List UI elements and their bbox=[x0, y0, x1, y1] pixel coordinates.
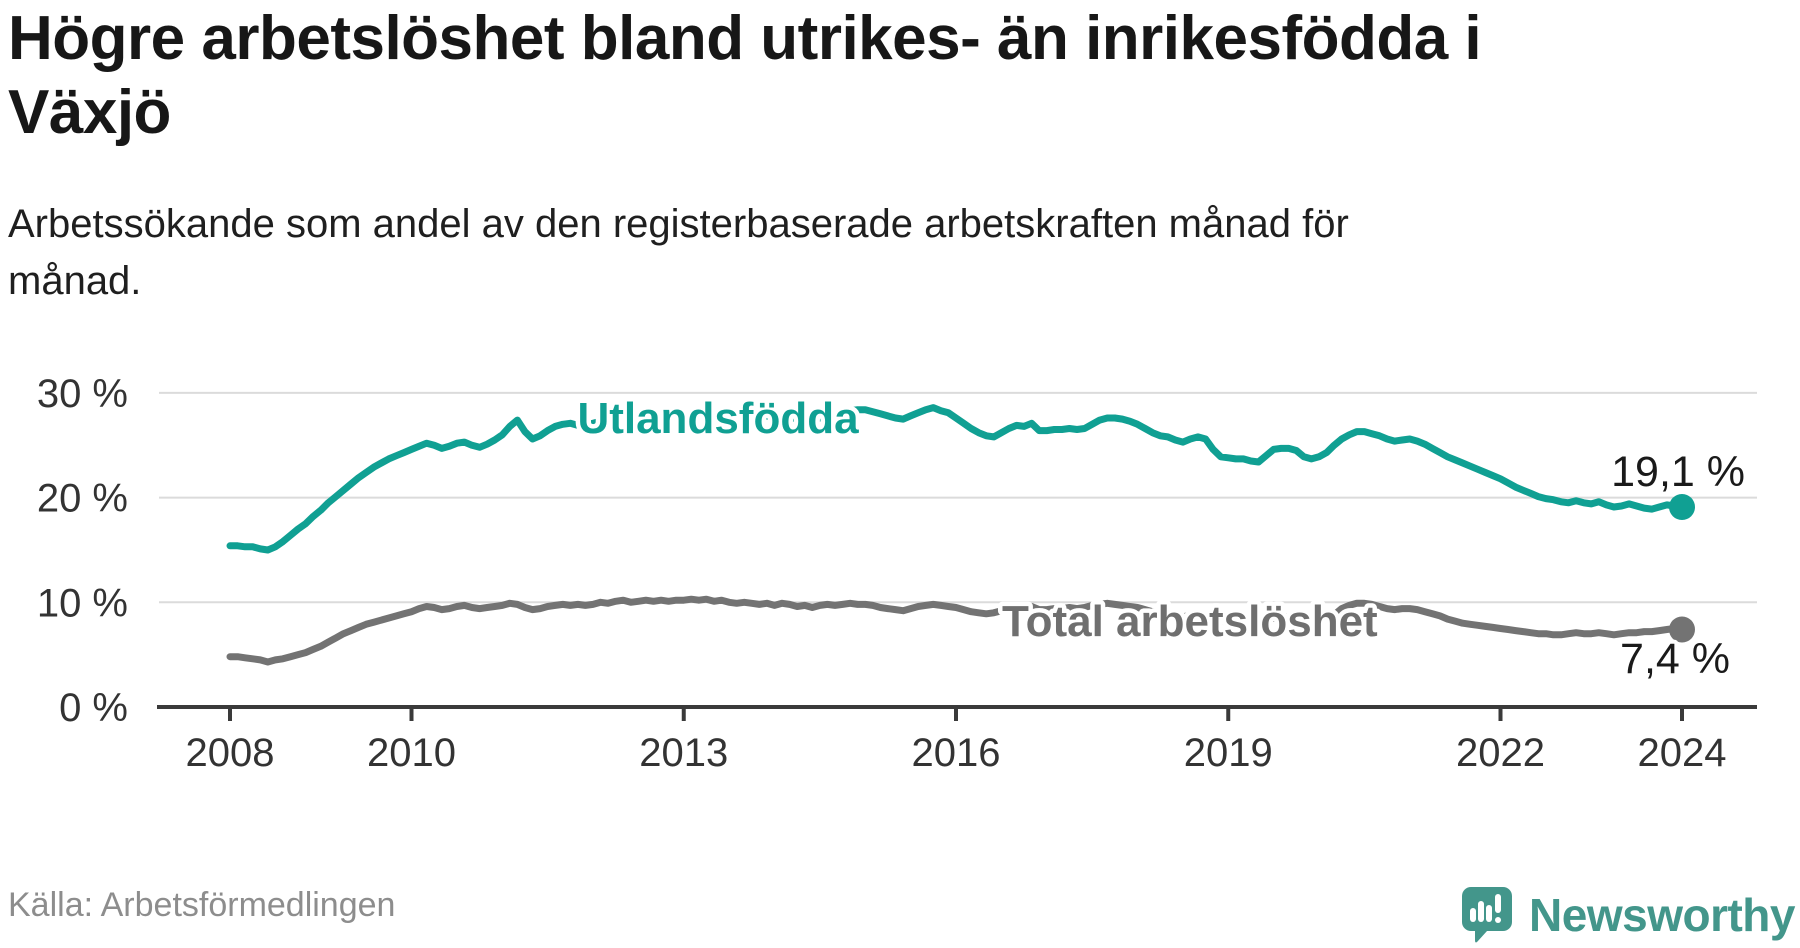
newsworthy-bar-chart-bubble-icon bbox=[1462, 887, 1513, 943]
source-note: Källa: Arbetsförmedlingen bbox=[8, 886, 396, 924]
gridlines: 30 % 20 % 10 % 0 % bbox=[37, 372, 1757, 730]
series-line-1 bbox=[226, 595, 1686, 666]
end-value-label-utlandsfodda: 19,1 % bbox=[1611, 448, 1745, 496]
series-label-utlandsfodda: Utlandsfödda bbox=[577, 394, 859, 443]
newsworthy-logo: Newsworthy bbox=[1461, 886, 1795, 944]
series-line-0 bbox=[226, 404, 1686, 554]
x-tick-label: 2022 bbox=[1456, 731, 1545, 775]
end-value-label-total: 7,4 % bbox=[1620, 635, 1730, 683]
y-tick-label: 10 % bbox=[37, 581, 128, 625]
x-tick-label: 2016 bbox=[912, 731, 1001, 775]
y-tick-label: 0 % bbox=[59, 686, 128, 730]
logo-wordmark: Newsworthy bbox=[1529, 889, 1795, 941]
x-tick-label: 2008 bbox=[186, 731, 275, 775]
x-tick-label: 2010 bbox=[367, 731, 456, 775]
x-axis: 2008 2010 2013 2016 2019 2022 2024 bbox=[157, 705, 1757, 775]
y-tick-label: 20 % bbox=[37, 477, 128, 521]
chart-subtitle: Arbetssökande som andel av den registerb… bbox=[8, 202, 1349, 303]
x-tick-label: 2019 bbox=[1184, 731, 1273, 775]
x-tick-label: 2013 bbox=[639, 731, 728, 775]
page-title: Högre arbetslöshet bland utrikes- än inr… bbox=[8, 4, 1482, 147]
x-tick-label: 2024 bbox=[1638, 731, 1727, 775]
series-lines bbox=[226, 404, 1695, 666]
series-end-dot-1 bbox=[1669, 616, 1695, 643]
series-label-total: Total arbetslöshet bbox=[1002, 597, 1378, 646]
y-tick-label: 30 % bbox=[37, 372, 128, 416]
series-end-dot-0 bbox=[1669, 494, 1695, 520]
